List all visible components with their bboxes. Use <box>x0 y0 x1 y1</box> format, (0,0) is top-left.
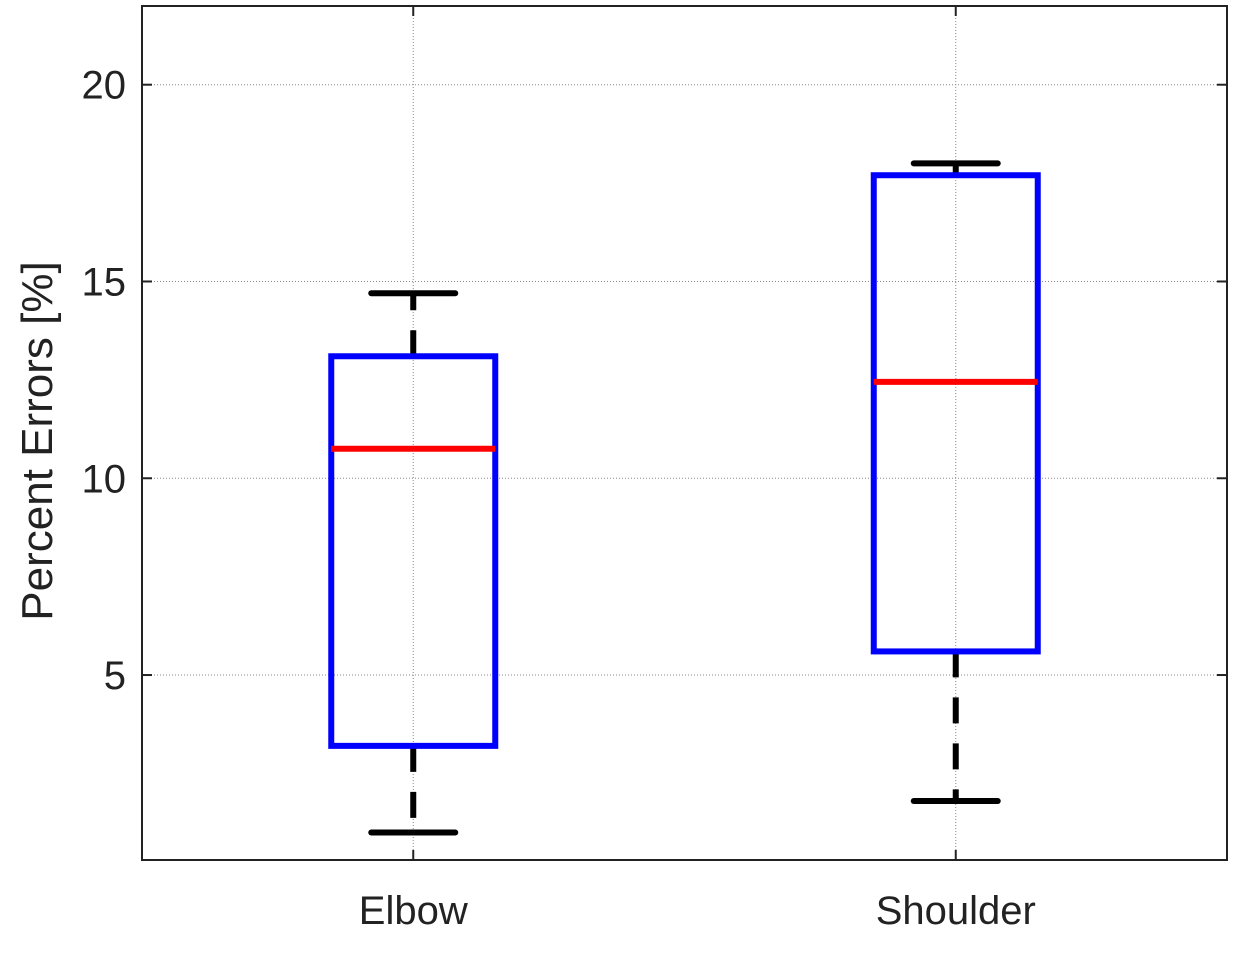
y-axis-title: Percent Errors [%] <box>13 261 62 620</box>
plot-area-frame <box>141 5 1228 861</box>
x-tick-label: Elbow <box>359 889 468 933</box>
y-tick-label: 15 <box>82 260 127 304</box>
y-tick-label: 20 <box>82 64 127 108</box>
boxes-layer <box>328 160 1041 836</box>
axis-ticks: 5 10 15 20 Elbow Shoulder <box>82 6 1227 933</box>
y-tick-label: 5 <box>104 654 126 698</box>
iqr-box <box>328 353 499 749</box>
y-tick-label: 10 <box>82 457 127 501</box>
x-tick-label: Shoulder <box>876 889 1036 933</box>
iqr-box <box>870 172 1041 655</box>
box-group-shoulder <box>870 160 1041 804</box>
box-group-elbow <box>328 290 499 836</box>
